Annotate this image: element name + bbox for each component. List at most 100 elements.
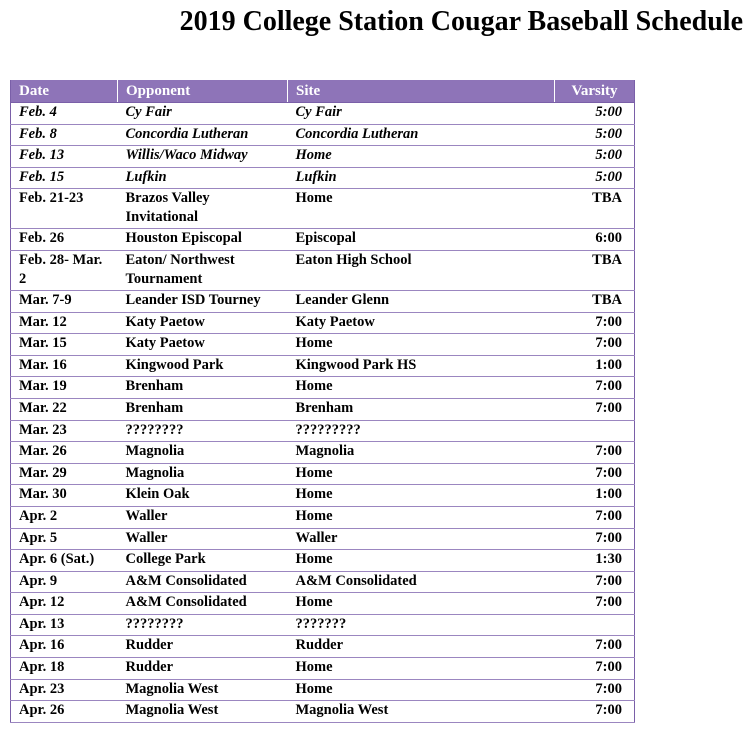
varsity-cell: 1:00: [554, 355, 635, 378]
date-cell: Feb. 28- Mar. 2: [10, 250, 118, 291]
varsity-cell: 7:00: [554, 333, 635, 356]
varsity-cell: 7:00: [554, 312, 635, 335]
date-cell: Mar. 19: [10, 376, 118, 399]
varsity-cell: TBA: [554, 188, 635, 230]
date-cell: Mar. 29: [10, 463, 118, 486]
site-cell: Home: [287, 484, 555, 507]
opponent-cell: Lufkin: [117, 167, 288, 190]
opponent-cell: Magnolia: [117, 441, 288, 464]
site-cell: Home: [287, 463, 555, 486]
opponent-cell: A&M Consolidated: [117, 592, 288, 615]
site-cell: Home: [287, 376, 555, 399]
table-row: Apr. 18 Rudder Home 7:00: [10, 657, 635, 680]
site-cell: ???????: [287, 614, 555, 637]
opponent-cell: Waller: [117, 528, 288, 551]
varsity-cell: 1:00: [554, 484, 635, 507]
varsity-cell: 7:00: [554, 592, 635, 615]
opponent-cell: Brazos Valley Invitational: [117, 188, 288, 230]
site-cell: Brenham: [287, 398, 555, 421]
table-row: Mar. 30 Klein Oak Home 1:00: [10, 484, 635, 507]
date-cell: Mar. 30: [10, 484, 118, 507]
opponent-cell: Houston Episcopal: [117, 228, 288, 251]
opponent-cell: Concordia Lutheran: [117, 124, 288, 147]
table-row: Mar. 12 Katy Paetow Katy Paetow 7:00: [10, 312, 635, 335]
date-cell: Apr. 9: [10, 571, 118, 594]
site-cell: Katy Paetow: [287, 312, 555, 335]
site-cell: Magnolia West: [287, 700, 555, 723]
opponent-cell: ????????: [117, 420, 288, 443]
site-cell: Home: [287, 549, 555, 572]
date-cell: Feb. 4: [10, 102, 118, 125]
site-cell: Eaton High School: [287, 250, 555, 291]
opponent-cell: College Park: [117, 549, 288, 572]
site-cell: Waller: [287, 528, 555, 551]
date-cell: Mar. 12: [10, 312, 118, 335]
date-cell: Mar. 16: [10, 355, 118, 378]
opponent-cell: Magnolia West: [117, 700, 288, 723]
opponent-cell: Brenham: [117, 376, 288, 399]
table-row: Feb. 26 Houston Episcopal Episcopal 6:00: [10, 228, 635, 251]
opponent-cell: Magnolia: [117, 463, 288, 486]
site-cell: A&M Consolidated: [287, 571, 555, 594]
site-cell: Home: [287, 145, 555, 168]
date-cell: Feb. 26: [10, 228, 118, 251]
opponent-cell: Leander ISD Tourney: [117, 290, 288, 313]
table-row: Mar. 29 Magnolia Home 7:00: [10, 463, 635, 486]
varsity-cell: 7:00: [554, 571, 635, 594]
site-cell: Home: [287, 657, 555, 680]
varsity-cell: TBA: [554, 250, 635, 291]
varsity-cell: 6:00: [554, 228, 635, 251]
date-cell: Apr. 5: [10, 528, 118, 551]
column-header-opponent: Opponent: [117, 80, 288, 103]
opponent-cell: Katy Paetow: [117, 333, 288, 356]
varsity-cell: 7:00: [554, 635, 635, 659]
opponent-cell: ????????: [117, 614, 288, 637]
date-cell: Mar. 23: [10, 420, 118, 443]
site-cell: Home: [287, 188, 555, 230]
varsity-cell: [554, 420, 635, 443]
date-cell: Apr. 26: [10, 700, 118, 723]
table-row: Feb. 15 Lufkin Lufkin 5:00: [10, 167, 635, 190]
site-cell: Lufkin: [287, 167, 555, 190]
schedule-table: Date Opponent Site Varsity Feb. 4 Cy Fair…: [10, 80, 635, 723]
varsity-cell: 7:00: [554, 463, 635, 486]
site-cell: Home: [287, 333, 555, 356]
varsity-cell: 5:00: [554, 167, 635, 190]
table-row: Apr. 2 Waller Home 7:00: [10, 506, 635, 529]
varsity-cell: 7:00: [554, 376, 635, 399]
table-header-row: Date Opponent Site Varsity: [10, 80, 635, 103]
varsity-cell: 1:30: [554, 549, 635, 572]
column-header-varsity: Varsity: [554, 80, 635, 103]
table-row: Apr. 12 A&M Consolidated Home 7:00: [10, 592, 635, 615]
date-cell: Mar. 7-9: [10, 290, 118, 313]
table-row: Mar. 19 Brenham Home 7:00: [10, 376, 635, 399]
site-cell: Kingwood Park HS: [287, 355, 555, 378]
varsity-cell: TBA: [554, 290, 635, 313]
table-row: Apr. 26 Magnolia West Magnolia West 7:00: [10, 700, 635, 723]
opponent-cell: Eaton/ Northwest Tournament: [117, 250, 288, 291]
date-cell: Feb. 8: [10, 124, 118, 147]
table-row: Mar. 16 Kingwood Park Kingwood Park HS 1:00: [10, 355, 635, 378]
table-row: Feb. 21-23 Brazos Valley Invitational Home…: [10, 188, 635, 230]
site-cell: Episcopal: [287, 228, 555, 251]
table-row: Apr. 13???????????????: [10, 614, 635, 637]
varsity-cell: 7:00: [554, 441, 635, 464]
date-cell: Apr. 6 (Sat.): [10, 549, 118, 572]
date-cell: Apr. 2: [10, 506, 118, 529]
date-cell: Feb. 21-23: [10, 188, 118, 230]
opponent-cell: A&M Consolidated: [117, 571, 288, 594]
varsity-cell: 7:00: [554, 679, 635, 702]
varsity-cell: 7:00: [554, 506, 635, 529]
varsity-cell: 5:00: [554, 145, 635, 168]
opponent-cell: Willis/Waco Midway: [117, 145, 288, 168]
opponent-cell: Rudder: [117, 657, 288, 680]
opponent-cell: Rudder: [117, 635, 288, 659]
table-row: Mar. 23?????????????????: [10, 420, 635, 443]
date-cell: Mar. 22: [10, 398, 118, 421]
column-header-date: Date: [10, 80, 118, 103]
table-row: Feb. 13 Willis/Waco Midway Home 5:00: [10, 145, 635, 168]
date-cell: Apr. 12: [10, 592, 118, 615]
varsity-cell: 5:00: [554, 102, 635, 125]
opponent-cell: Waller: [117, 506, 288, 529]
table-row: Apr. 6 (Sat.) College Park Home 1:30: [10, 549, 635, 572]
